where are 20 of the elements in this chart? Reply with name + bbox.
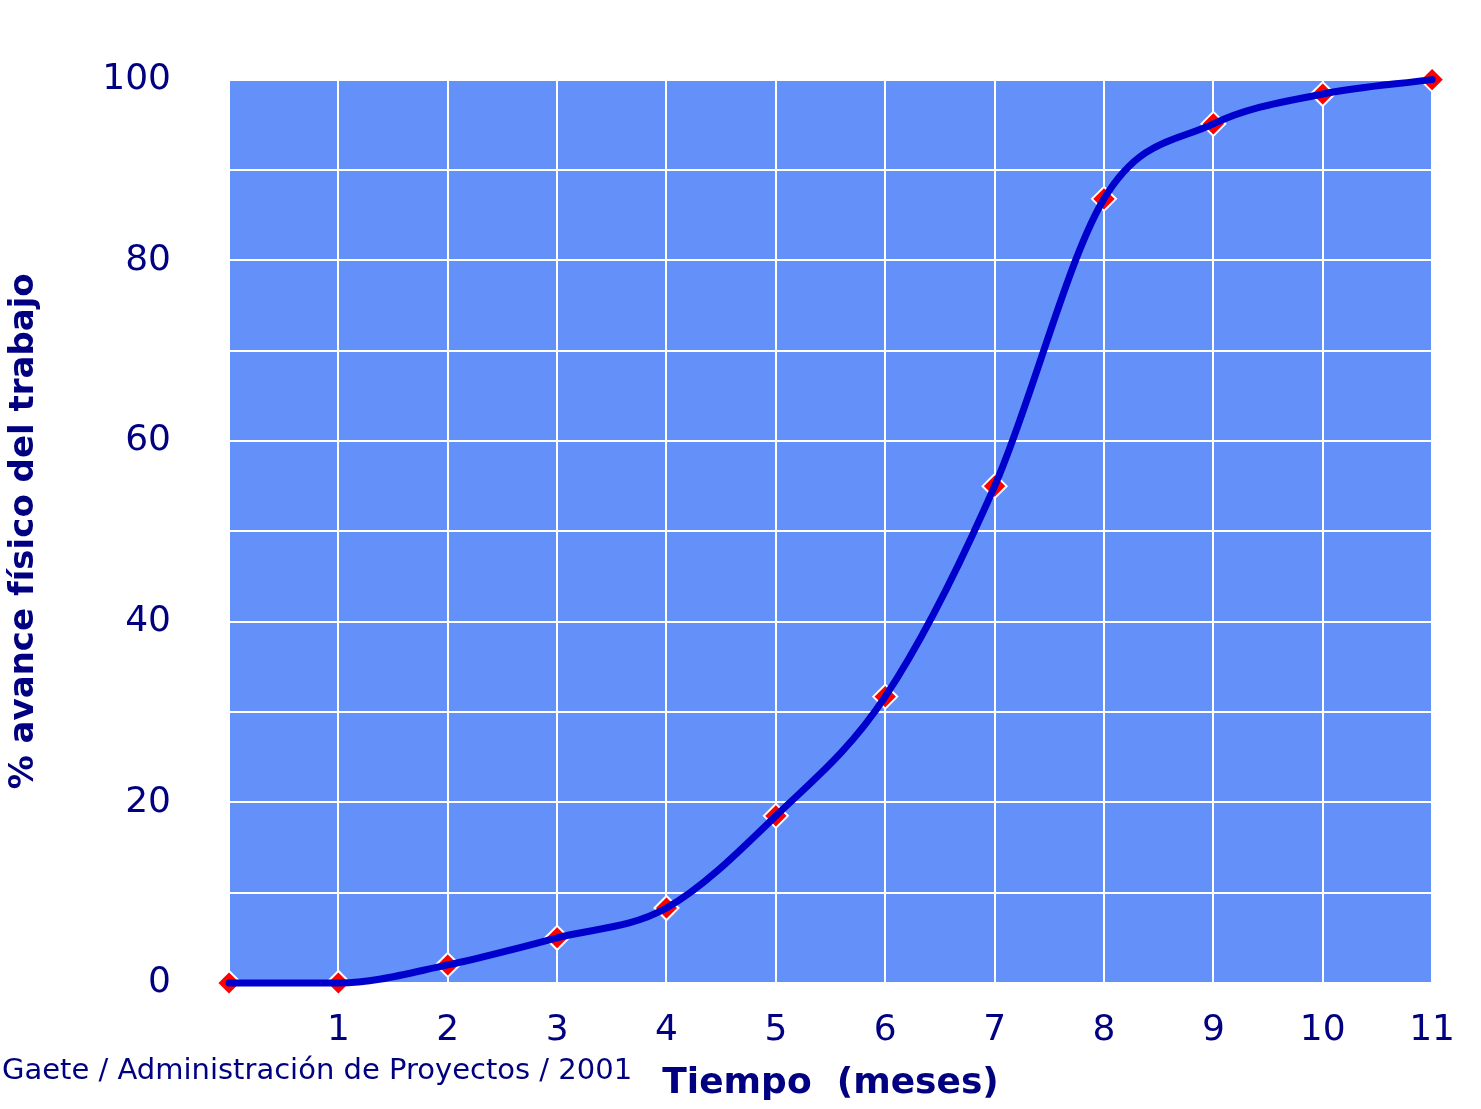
y-tick-label: 40 bbox=[125, 598, 171, 639]
y-tick-label: 80 bbox=[125, 236, 171, 278]
x-tick-label: 9 bbox=[1201, 1006, 1225, 1048]
x-tick-label: 8 bbox=[1092, 1006, 1116, 1048]
y-axis-title: % avance físico del trabajo bbox=[1, 273, 42, 790]
y-tick-label: 60 bbox=[125, 417, 171, 459]
x-tick-label: 4 bbox=[655, 1006, 678, 1048]
x-tick-label: 6 bbox=[873, 1006, 897, 1048]
x-tick-label: 10 bbox=[1299, 1006, 1346, 1048]
x-tick-label: 1 bbox=[326, 1006, 350, 1048]
y-tick-label: 20 bbox=[125, 778, 171, 820]
x-tick-label: 3 bbox=[545, 1006, 569, 1048]
x-tick-label: 11 bbox=[1409, 1006, 1455, 1048]
y-tick-label: 0 bbox=[148, 959, 171, 1001]
y-tick-label: 100 bbox=[102, 55, 171, 97]
text: Gaete / Administración de Proyectos / 2001 bbox=[2, 1052, 633, 1086]
x-tick-label: 2 bbox=[436, 1006, 460, 1048]
x-tick-label: 7 bbox=[983, 1006, 1007, 1048]
x-tick-label: 5 bbox=[764, 1006, 788, 1048]
x-axis-title: Tiempo (meses) bbox=[662, 1059, 999, 1101]
